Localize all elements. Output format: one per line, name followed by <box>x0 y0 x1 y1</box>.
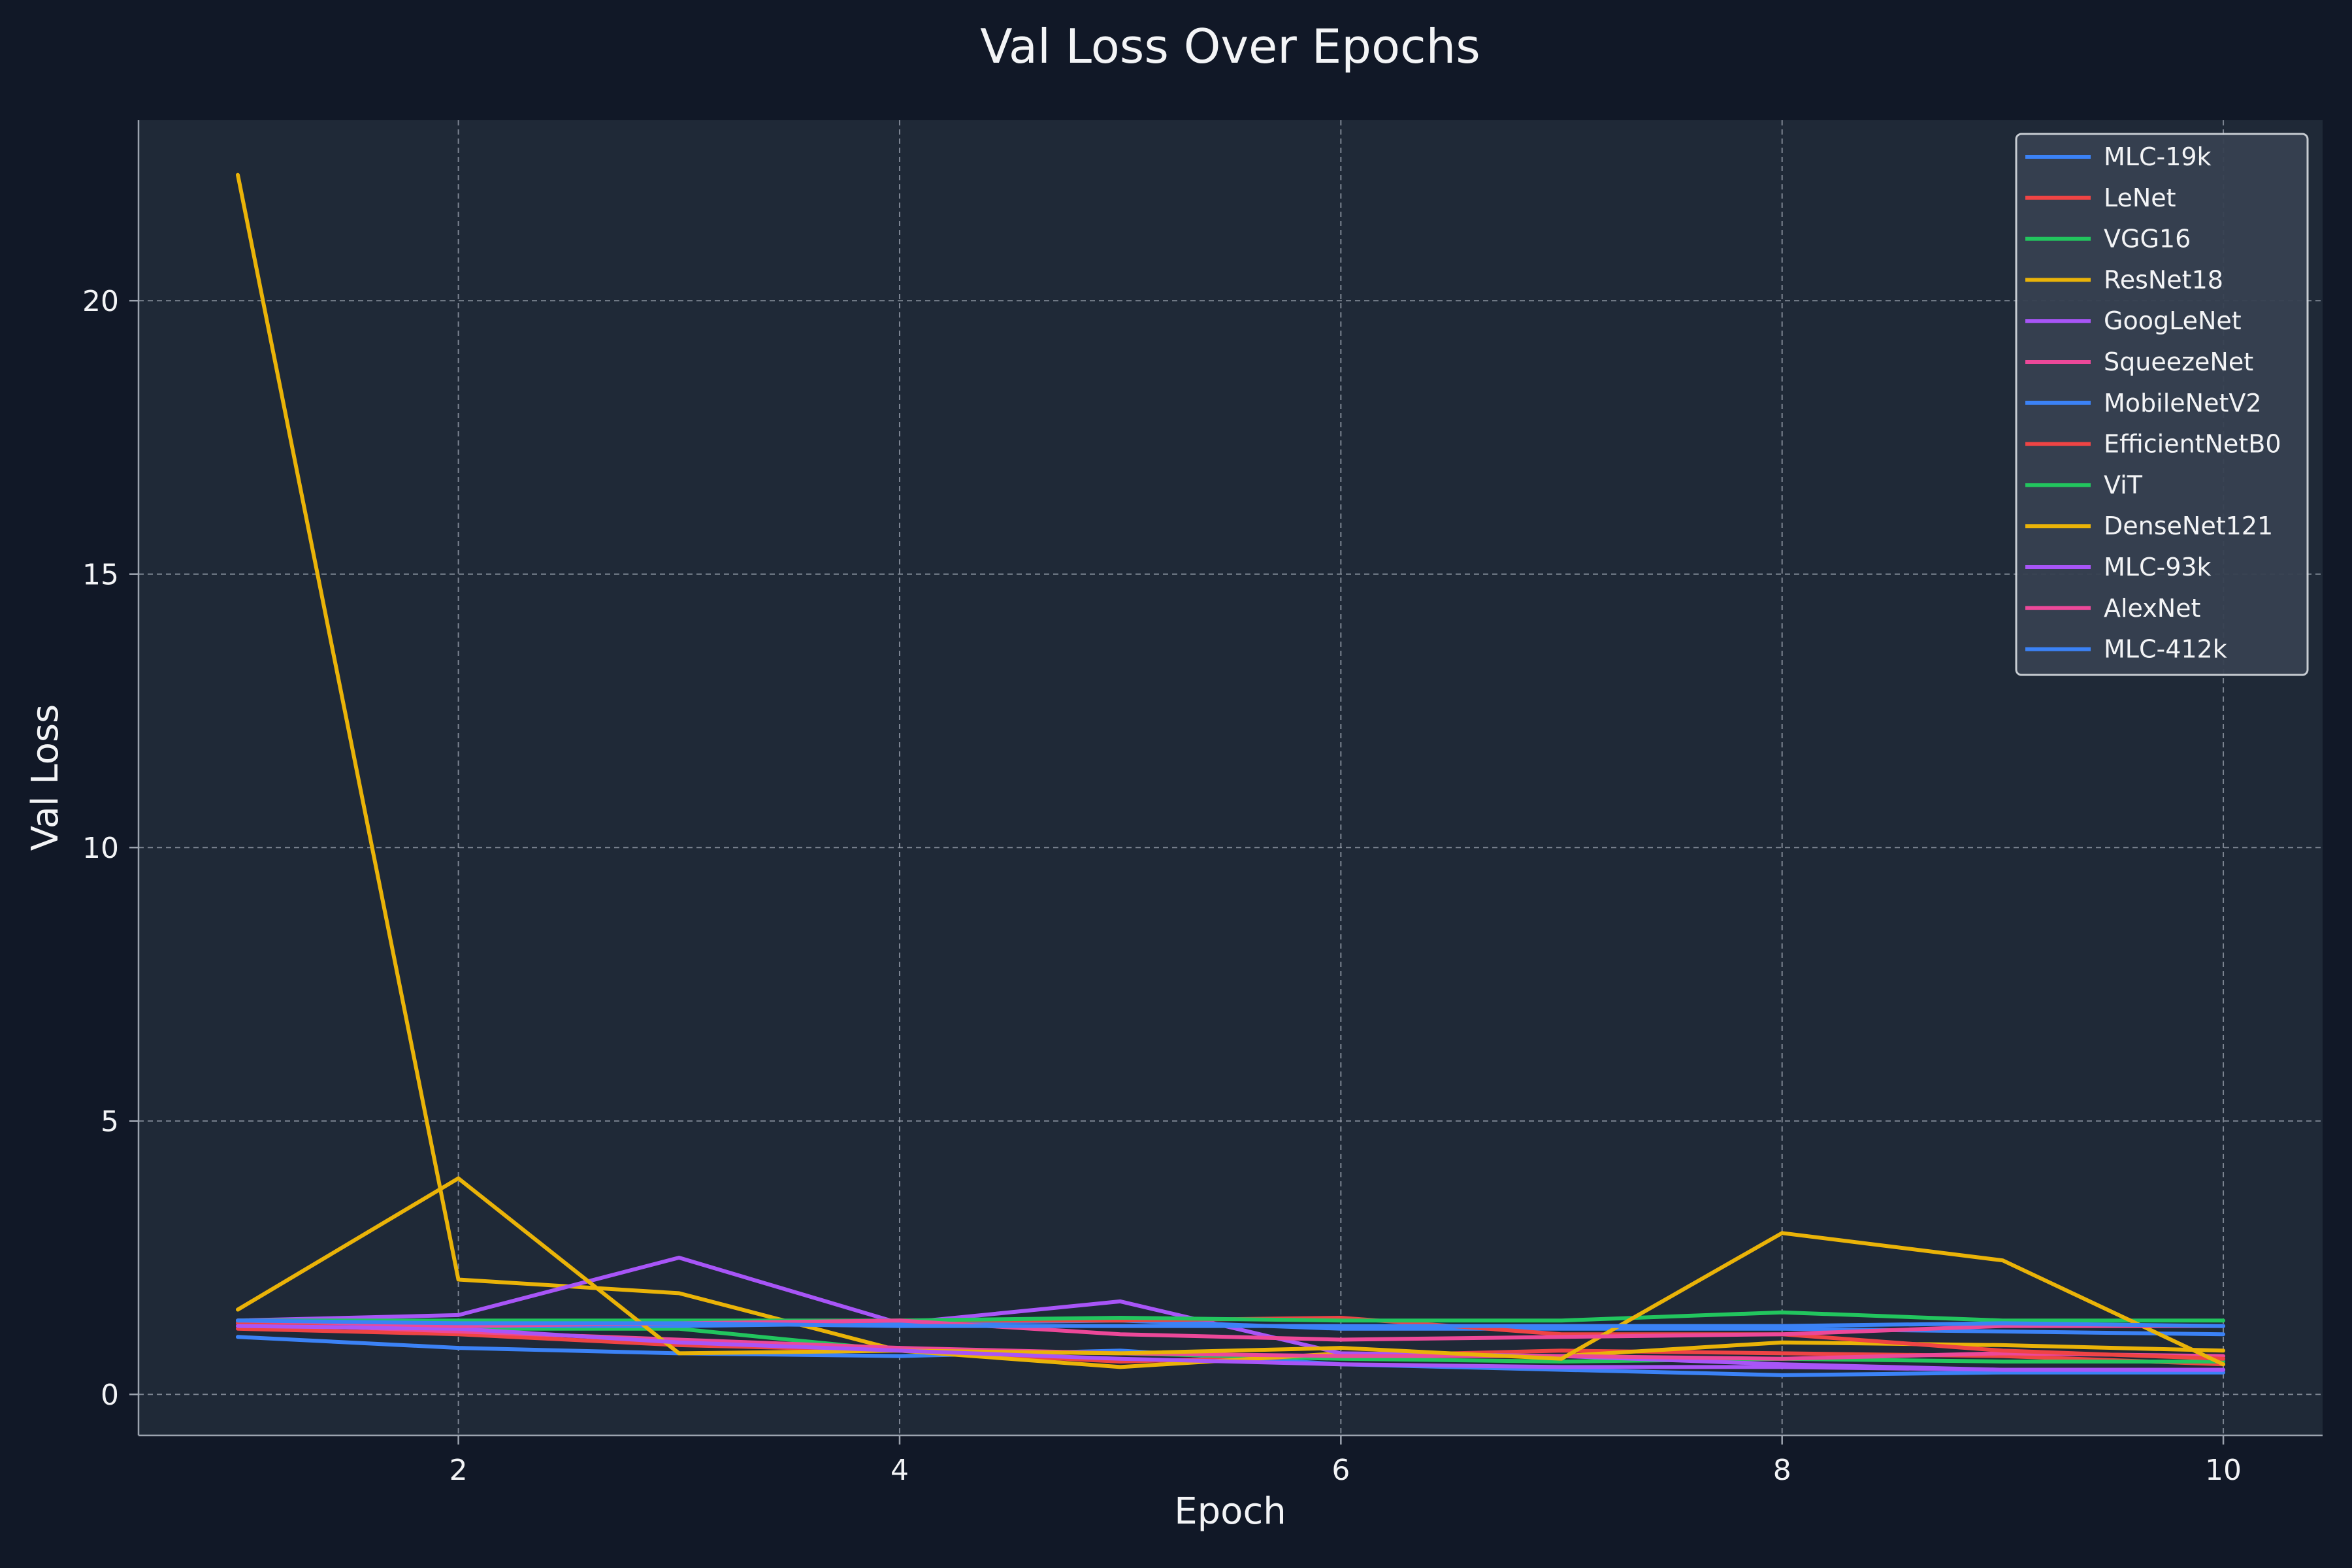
legend-label: ResNet18 <box>2104 265 2223 294</box>
x-tick-label: 6 <box>1331 1454 1350 1487</box>
y-axis-label: Val Loss <box>24 704 67 851</box>
y-tick-label: 5 <box>101 1105 119 1139</box>
legend-label: DenseNet121 <box>2104 512 2273 540</box>
legend-label: AlexNet <box>2104 594 2200 623</box>
grid-lines <box>139 120 2323 1435</box>
legend-label: ViT <box>2104 470 2143 499</box>
y-tick-label: 15 <box>82 559 119 592</box>
y-tick-label: 0 <box>101 1379 119 1412</box>
series-line-12 <box>236 1318 2225 1328</box>
series-lines <box>236 172 2225 1377</box>
y-tick-label: 10 <box>82 832 119 865</box>
legend-label: VGG16 <box>2104 225 2191 253</box>
series-line-9 <box>236 1176 2225 1367</box>
x-tick-label: 4 <box>890 1454 909 1487</box>
legend-label: MobileNetV2 <box>2104 389 2262 417</box>
legend-box <box>2015 133 2309 676</box>
x-tick-label: 2 <box>449 1454 468 1487</box>
x-tick-label: 10 <box>2205 1454 2242 1487</box>
x-axis-label: Epoch <box>1174 1490 1286 1533</box>
legend-label: MLC-412k <box>2104 635 2227 664</box>
legend-label: SqueezeNet <box>2104 348 2253 376</box>
x-tick-label: 8 <box>1773 1454 1791 1487</box>
legend-label: GoogLeNet <box>2104 306 2242 335</box>
legend-label: MLC-19k <box>2104 142 2212 171</box>
legend: MLC-19k LeNet VGG16 ResNet18 GoogLeNet Squeez… <box>2015 133 2309 676</box>
chart-title: Val Loss Over Epochs <box>980 19 1480 74</box>
plot-area <box>139 120 2323 1435</box>
series-line-10 <box>236 1324 2225 1372</box>
legend-label: LeNet <box>2104 184 2176 212</box>
series-line-8 <box>236 1310 2225 1323</box>
tick-labels: 2 4 6 8 10 0 5 10 15 20 <box>82 285 2242 1487</box>
legend-label: EfficientNetB0 <box>2104 430 2281 459</box>
y-tick-label: 20 <box>82 285 119 318</box>
legend-label: MLC-93k <box>2104 553 2212 581</box>
